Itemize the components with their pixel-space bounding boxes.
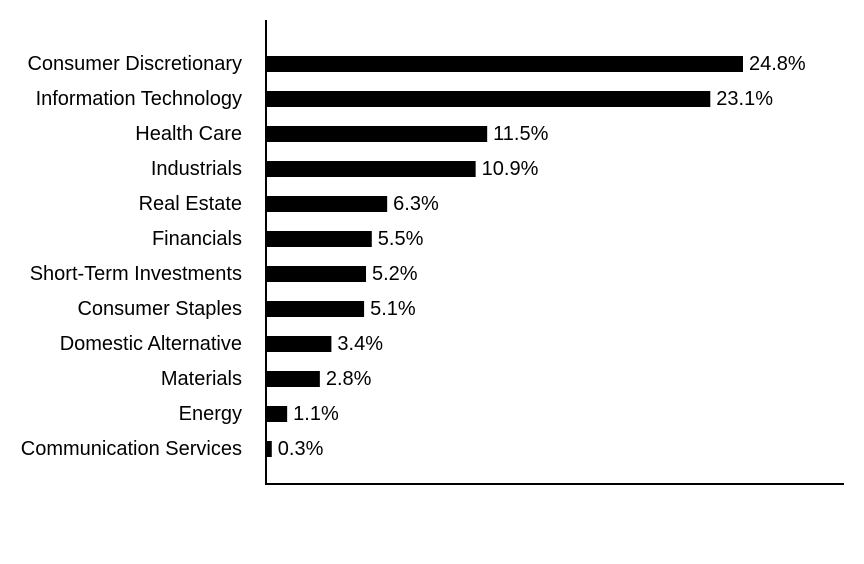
category-label-materials: Materials: [161, 368, 242, 390]
value-label-short-term-investments: 5.2%: [372, 263, 418, 285]
value-label-consumer-staples: 5.1%: [370, 298, 416, 320]
value-label-consumer-discretionary: 24.8%: [749, 53, 806, 75]
value-label-domestic-alternative: 3.4%: [337, 333, 383, 355]
bars: [266, 56, 743, 457]
bar-short-term-investments: [266, 266, 367, 282]
value-label-financials: 5.5%: [378, 228, 424, 250]
category-label-energy: Energy: [179, 403, 242, 425]
category-label-consumer-discretionary: Consumer Discretionary: [27, 53, 242, 75]
value-label-materials: 2.8%: [326, 368, 372, 390]
bar-real-estate: [266, 196, 388, 212]
value-label-energy: 1.1%: [293, 403, 339, 425]
category-label-consumer-staples: Consumer Staples: [77, 298, 242, 320]
value-label-health-care: 11.5%: [493, 123, 548, 145]
bar-consumer-discretionary: [266, 56, 743, 72]
value-label-real-estate: 6.3%: [393, 193, 439, 215]
bar-health-care: [266, 126, 488, 142]
category-label-industrials: Industrials: [151, 158, 242, 180]
bar-materials: [266, 371, 320, 387]
category-label-communication-services: Communication Services: [21, 438, 242, 460]
bar-domestic-alternative: [266, 336, 332, 352]
value-labels: 24.8% 23.1% 11.5% 10.9% 6.3% 5.5% 5.2% 5.1% 3.4%…: [278, 53, 806, 460]
value-label-information-technology: 23.1%: [716, 88, 773, 110]
category-label-short-term-investments: Short-Term Investments: [30, 263, 242, 285]
bar-energy: [266, 406, 288, 422]
category-label-information-technology: Information Technology: [36, 88, 242, 110]
bar-consumer-staples: [266, 301, 365, 317]
bar-financials: [266, 231, 372, 247]
bar-information-technology: [266, 91, 711, 107]
category-label-health-care: Health Care: [135, 123, 242, 145]
bar-industrials: [266, 161, 476, 177]
bar-communication-services: [266, 441, 272, 457]
value-label-industrials: 10.9%: [482, 158, 539, 180]
category-label-financials: Financials: [152, 228, 242, 250]
category-label-real-estate: Real Estate: [139, 193, 242, 215]
category-labels: Consumer Discretionary Information Techno…: [21, 53, 242, 460]
value-label-communication-services: 0.3%: [278, 438, 324, 460]
category-label-domestic-alternative: Domestic Alternative: [60, 333, 242, 355]
